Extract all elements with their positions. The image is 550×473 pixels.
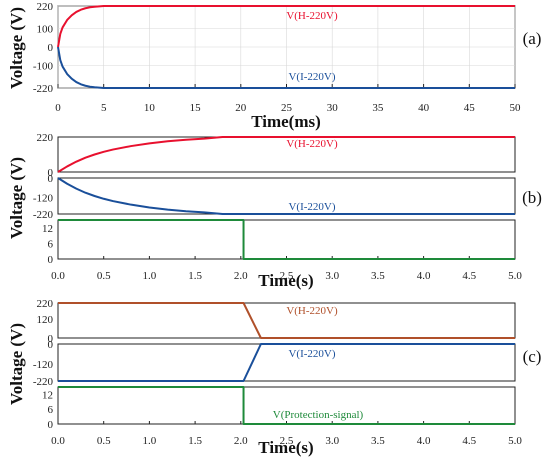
y-tick-label: 100 bbox=[37, 23, 54, 35]
y-tick-label: 120 bbox=[37, 314, 54, 326]
x-tick-label: 5 bbox=[101, 102, 107, 114]
panel-tag: (b) bbox=[522, 188, 542, 207]
plot-frame bbox=[57, 219, 516, 260]
y-tick-label: 220 bbox=[37, 132, 54, 144]
y-tick-label: 6 bbox=[48, 404, 54, 416]
x-tick-label: 1.0 bbox=[143, 270, 157, 282]
series-line bbox=[58, 343, 515, 382]
x-tick-label: 5.0 bbox=[508, 270, 522, 282]
subplot-1-2: 12 6 0 bbox=[42, 219, 516, 266]
y-tick-label: 0 bbox=[48, 173, 54, 185]
x-tick-label: 25 bbox=[281, 102, 293, 114]
series-label: V(I-220V) bbox=[288, 201, 335, 213]
x-tick-label: 0.0 bbox=[51, 435, 65, 447]
x-tick-label: 1.5 bbox=[188, 435, 202, 447]
series-label: V(I-220V) bbox=[288, 71, 335, 83]
x-tick-label: 0 bbox=[55, 102, 61, 114]
plot-frame bbox=[57, 343, 516, 382]
x-axis-label: Time(s) bbox=[258, 438, 313, 457]
series-label: V(H-220V) bbox=[286, 10, 338, 22]
y-tick-label: -220 bbox=[33, 83, 54, 95]
series-label: V(H-220V) bbox=[286, 305, 338, 317]
series-line bbox=[58, 302, 515, 339]
y-axis-label: Voltage (V) bbox=[7, 7, 26, 89]
series-line bbox=[58, 386, 515, 425]
y-tick-label: 220 bbox=[37, 298, 54, 310]
subplot-1-0: 220 0 bbox=[37, 132, 516, 179]
series-line bbox=[57, 46, 515, 89]
plot-frame bbox=[57, 177, 516, 215]
subplot-2-0: 220 120 0 bbox=[37, 298, 516, 345]
y-tick-label: -120 bbox=[33, 359, 54, 371]
y-tick-label: 0 bbox=[48, 254, 54, 266]
x-tick-label: 40 bbox=[418, 102, 430, 114]
x-tick-label: 3.0 bbox=[325, 270, 339, 282]
subplot-2-2: 12 6 0 bbox=[42, 386, 516, 431]
series-line bbox=[57, 5, 515, 48]
x-tick-label: 1.0 bbox=[143, 435, 157, 447]
series-line bbox=[58, 219, 515, 260]
x-tick-label: 3.5 bbox=[371, 435, 385, 447]
x-tick-label: 15 bbox=[190, 102, 202, 114]
y-tick-label: 0 bbox=[48, 339, 54, 351]
x-tick-label: 3.0 bbox=[325, 435, 339, 447]
x-axis-label: Time(s) bbox=[258, 271, 313, 290]
series-label: V(I-220V) bbox=[288, 348, 335, 360]
x-tick-label: 35 bbox=[372, 102, 384, 114]
x-tick-label: 4.5 bbox=[462, 435, 476, 447]
x-tick-label: 4.0 bbox=[417, 270, 431, 282]
x-tick-label: 30 bbox=[327, 102, 339, 114]
x-tick-label: 3.5 bbox=[371, 270, 385, 282]
x-tick-label: 0.0 bbox=[51, 270, 65, 282]
series-line bbox=[57, 136, 515, 173]
series-label: V(H-220V) bbox=[286, 138, 338, 150]
x-tick-label: 1.5 bbox=[188, 270, 202, 282]
x-tick-label: 4.5 bbox=[462, 270, 476, 282]
subplot-2-1: 0 -120 -220 bbox=[33, 339, 516, 388]
y-tick-label: 0 bbox=[48, 42, 54, 54]
subplot-1-1: 0 -120 -220 bbox=[33, 173, 516, 221]
x-tick-label: 45 bbox=[464, 102, 476, 114]
panel-tag: (a) bbox=[523, 29, 542, 48]
x-tick-label: 5.0 bbox=[508, 435, 522, 447]
y-tick-label: -220 bbox=[33, 376, 54, 388]
y-axis-label: Voltage (V) bbox=[7, 157, 26, 239]
x-tick-label: 2.5 bbox=[280, 435, 294, 447]
x-tick-label: 0.5 bbox=[97, 270, 111, 282]
x-tick-label: 4.0 bbox=[417, 435, 431, 447]
y-tick-label: 0 bbox=[48, 419, 54, 431]
y-tick-label: 12 bbox=[42, 389, 53, 401]
y-tick-label: 12 bbox=[42, 223, 53, 235]
y-tick-label: 220 bbox=[37, 1, 54, 13]
series-label: V(Protection-signal) bbox=[273, 409, 364, 421]
x-axis-label: Time(ms) bbox=[251, 112, 321, 131]
y-tick-label: -100 bbox=[33, 61, 54, 73]
panel-tag: (c) bbox=[523, 347, 542, 366]
x-tick-label: 0.5 bbox=[97, 435, 111, 447]
x-tick-label: 2.5 bbox=[280, 270, 294, 282]
x-tick-label: 2.0 bbox=[234, 435, 248, 447]
x-tick-label: 50 bbox=[510, 102, 522, 114]
x-tick-label: 2.0 bbox=[234, 270, 248, 282]
y-tick-label: 6 bbox=[48, 238, 54, 250]
y-axis-label: Voltage (V) bbox=[7, 323, 26, 405]
x-tick-label: 20 bbox=[235, 102, 247, 114]
y-tick-label: -220 bbox=[33, 209, 54, 221]
series-line bbox=[57, 177, 515, 215]
y-tick-label: 0 bbox=[48, 333, 54, 345]
y-tick-label: -120 bbox=[33, 193, 54, 205]
y-tick-label: 0 bbox=[48, 167, 54, 179]
subplot-0-0: 220 100 0 -100 -220 bbox=[33, 1, 516, 95]
x-tick-label: 10 bbox=[144, 102, 156, 114]
